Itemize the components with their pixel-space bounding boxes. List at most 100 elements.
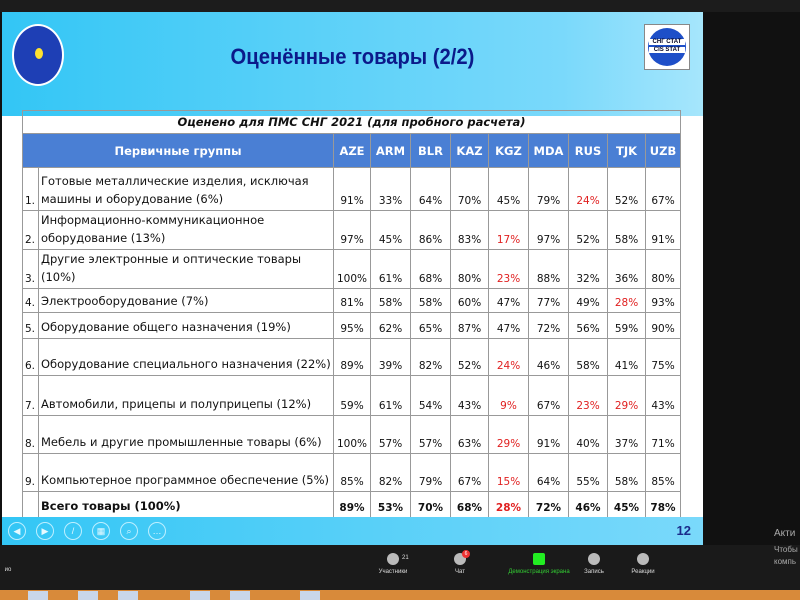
value-cell: 41%	[607, 338, 646, 376]
cis-stat-logo: СНГ СТАТ CIS STAT	[644, 24, 690, 70]
reactions-icon	[637, 553, 649, 565]
chat-button[interactable]: Чат	[430, 553, 490, 575]
value-cell: 83%	[450, 210, 489, 250]
chat-badge: 6	[462, 550, 470, 558]
value-cell: 47%	[488, 312, 529, 339]
cis-emblem-logo	[12, 24, 64, 86]
value-cell: 97%	[528, 210, 569, 250]
value-cell: 67%	[450, 453, 489, 492]
table-row: 9. Компьютерное программное обеспечение (…	[22, 453, 681, 492]
value-cell: 33%	[370, 167, 411, 211]
activation-watermark: Акти	[774, 528, 796, 539]
column-header-blr: BLR	[410, 133, 451, 168]
table-row: 5. Оборудование общего назначения (19%) 95…	[22, 312, 681, 339]
group-name: Другие электронные и оптические товары (…	[38, 249, 334, 289]
value-cell: 89%	[333, 338, 371, 376]
prev-slide-icon[interactable]: ◀	[8, 522, 26, 540]
row-number: 9.	[22, 453, 39, 492]
value-cell: 82%	[410, 338, 451, 376]
column-header-uzb: UZB	[645, 133, 681, 168]
reactions-button[interactable]: Реакции	[613, 553, 673, 575]
share-screen-icon	[533, 553, 545, 565]
slide-header: Оценённые товары (2/2) СНГ СТАТ CIS STAT	[2, 12, 703, 116]
activation-watermark-line: Чтобы	[774, 545, 798, 554]
group-name: Информационно-коммуникационное оборудова…	[38, 210, 334, 250]
row-number: 4.	[22, 288, 39, 313]
value-cell: 36%	[607, 249, 646, 289]
value-cell: 67%	[645, 167, 681, 211]
value-cell: 39%	[370, 338, 411, 376]
value-cell: 79%	[528, 167, 569, 211]
value-cell: 46%	[528, 338, 569, 376]
value-cell: 80%	[450, 249, 489, 289]
value-cell: 61%	[370, 375, 411, 416]
total-row: Всего товары (100%) 89% 53% 70% 68% 28% 72% 46%…	[22, 491, 681, 518]
group-name: Готовые металлические изделия, исключая …	[38, 167, 334, 211]
group-name: Оборудование общего назначения (19%)	[38, 312, 334, 339]
value-cell: 91%	[333, 167, 371, 211]
row-number	[22, 491, 39, 518]
slide-title: Оценённые товары (2/2)	[230, 44, 475, 69]
row-number: 3.	[22, 249, 39, 289]
value-cell: 75%	[645, 338, 681, 376]
value-cell: 24%	[488, 338, 529, 376]
value-cell: 17%	[488, 210, 529, 250]
value-cell: 72%	[528, 312, 569, 339]
group-name: Автомобили, прицепы и полуприцепы (12%)	[38, 375, 334, 416]
total-value-cell: 28%	[488, 491, 529, 518]
value-cell: 87%	[450, 312, 489, 339]
windows-taskbar	[0, 590, 800, 600]
share-screen-button[interactable]: Демонстрация экрана	[495, 553, 583, 575]
slides-grid-icon[interactable]: ▦	[92, 522, 110, 540]
more-options-icon[interactable]: …	[148, 522, 166, 540]
pen-icon[interactable]: /	[64, 522, 82, 540]
value-cell: 29%	[488, 415, 529, 454]
value-cell: 77%	[528, 288, 569, 313]
next-slide-icon[interactable]: ▶	[36, 522, 54, 540]
value-cell: 37%	[607, 415, 646, 454]
value-cell: 58%	[607, 453, 646, 492]
evaluated-goods-table: Оценено для ПМС СНГ 2021 (для пробного р…	[22, 110, 681, 518]
value-cell: 65%	[410, 312, 451, 339]
value-cell: 91%	[528, 415, 569, 454]
value-cell: 64%	[528, 453, 569, 492]
value-cell: 88%	[528, 249, 569, 289]
total-value-cell: 78%	[645, 491, 681, 518]
value-cell: 54%	[410, 375, 451, 416]
row-number: 8.	[22, 415, 39, 454]
value-cell: 80%	[645, 249, 681, 289]
value-cell: 43%	[450, 375, 489, 416]
row-number: 5.	[22, 312, 39, 339]
value-cell: 49%	[568, 288, 608, 313]
value-cell: 40%	[568, 415, 608, 454]
value-cell: 91%	[645, 210, 681, 250]
value-cell: 85%	[645, 453, 681, 492]
value-cell: 9%	[488, 375, 529, 416]
participants-button[interactable]: Участники	[363, 553, 423, 575]
record-button[interactable]: Запись	[564, 553, 624, 575]
value-cell: 23%	[488, 249, 529, 289]
total-value-cell: 53%	[370, 491, 411, 518]
table-row: 1. Готовые металлические изделия, исключа…	[22, 167, 681, 211]
value-cell: 45%	[488, 167, 529, 211]
zoom-magnifier-icon[interactable]: ⌕	[120, 522, 138, 540]
value-cell: 45%	[370, 210, 411, 250]
activation-watermark-line: компь	[774, 557, 797, 566]
value-cell: 24%	[568, 167, 608, 211]
page-number: 12	[676, 523, 691, 538]
total-value-cell: 46%	[568, 491, 608, 518]
value-cell: 97%	[333, 210, 371, 250]
group-header: Первичные группы	[22, 133, 334, 168]
table-row: 3. Другие электронные и оптические товары…	[22, 249, 681, 289]
table-row: 6. Оборудование специального назначения (…	[22, 338, 681, 376]
video-button[interactable]: ио	[4, 567, 12, 573]
value-cell: 64%	[410, 167, 451, 211]
participants-icon	[387, 553, 399, 565]
total-value-cell: 70%	[410, 491, 451, 518]
value-cell: 90%	[645, 312, 681, 339]
value-cell: 47%	[488, 288, 529, 313]
value-cell: 58%	[607, 210, 646, 250]
row-number: 2.	[22, 210, 39, 250]
column-header-rus: RUS	[568, 133, 608, 168]
value-cell: 62%	[370, 312, 411, 339]
